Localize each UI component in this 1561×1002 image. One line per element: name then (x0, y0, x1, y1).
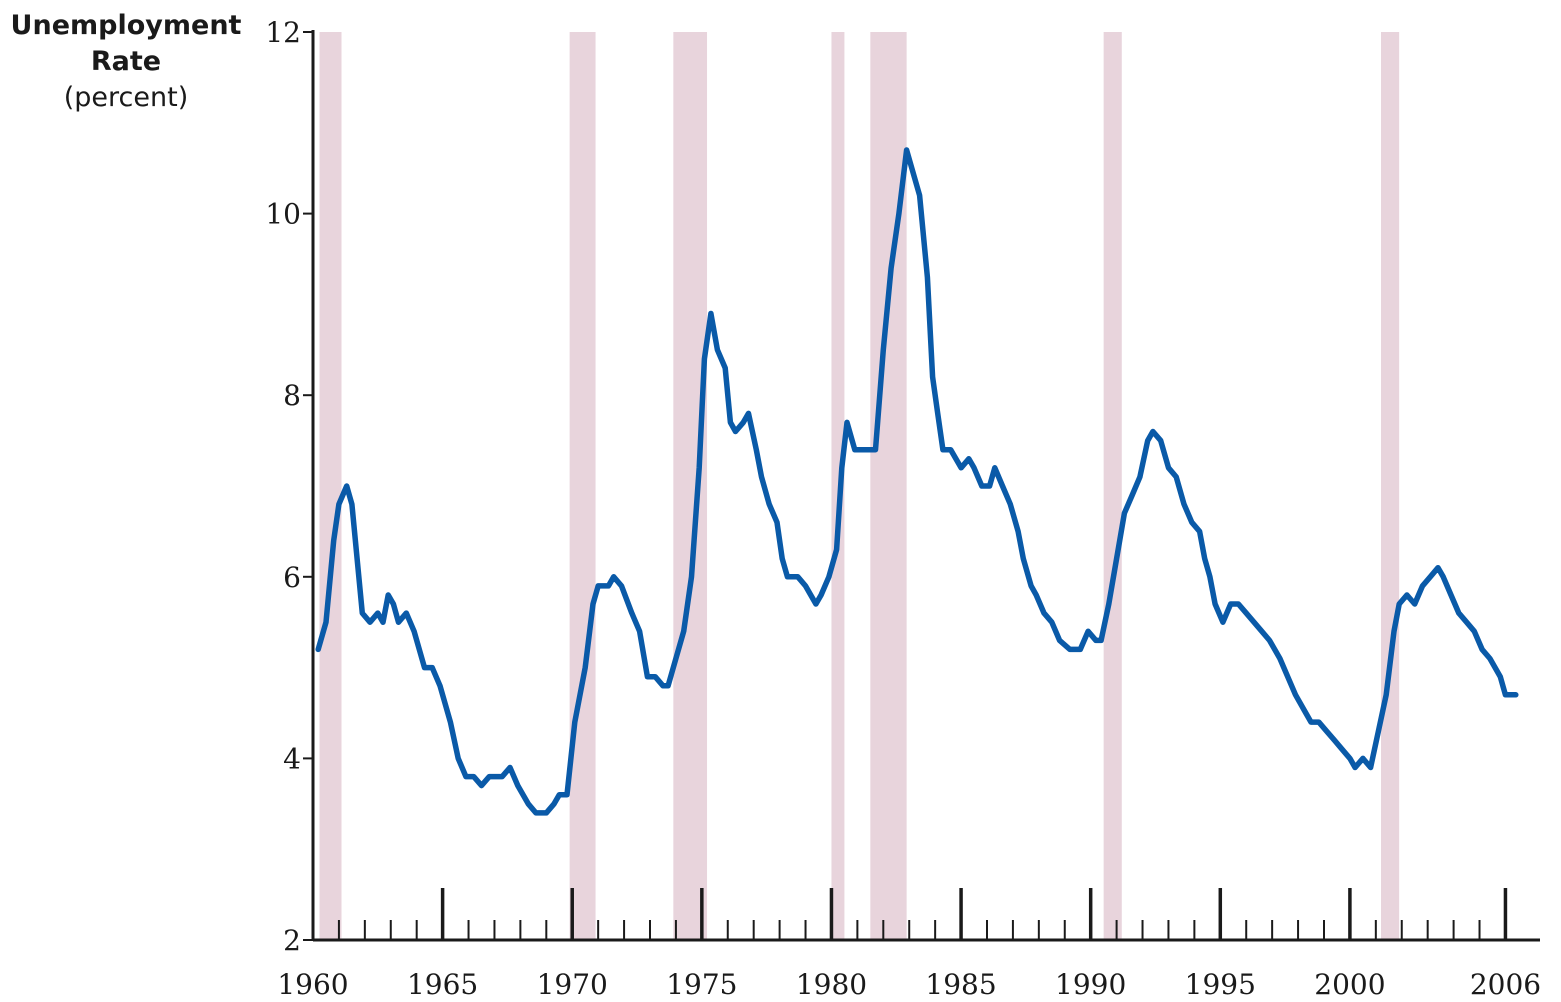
recession-band (1381, 32, 1400, 940)
x-tick-label: 1980 (796, 968, 867, 1001)
y-tick-label: 6 (283, 561, 301, 594)
recession-band (870, 32, 907, 940)
x-tick-label: 1975 (666, 968, 737, 1001)
y-tick-label: 12 (265, 16, 301, 49)
recession-band (569, 32, 596, 940)
x-tick-label: 2006 (1470, 968, 1541, 1001)
recession-bands (319, 32, 1400, 940)
x-tick-label: 1965 (407, 968, 478, 1001)
y-axis-label-line-1: Unemployment (10, 10, 242, 41)
y-tick-label: 10 (265, 198, 301, 231)
x-tick-label: 1985 (925, 968, 996, 1001)
recession-band (1103, 32, 1122, 940)
y-axis-label-line-2: Rate (90, 46, 162, 77)
y-axis-label: Unemployment Rate (percent) (0, 8, 252, 116)
x-tick-label: 1970 (537, 968, 608, 1001)
x-tick-label: 1995 (1185, 968, 1256, 1001)
series-layer (315, 147, 1519, 816)
y-tick-label: 2 (283, 924, 301, 957)
y-axis-label-line-3: (percent) (63, 82, 189, 113)
y-tick-label: 8 (283, 379, 301, 412)
unemployment-rate-line (315, 147, 1519, 816)
x-tick-label: 1960 (277, 968, 348, 1001)
y-tick-label: 4 (283, 742, 301, 775)
x-tick-label: 1990 (1055, 968, 1126, 1001)
x-tick-label: 2000 (1314, 968, 1385, 1001)
x-axis: 1960 1965 1970 1975 1980 1985 1990 1995 2000 2006 (277, 888, 1541, 1001)
recession-band (319, 32, 342, 940)
recession-band (673, 32, 708, 940)
y-axis: 2 4 6 8 10 12 (265, 16, 315, 957)
